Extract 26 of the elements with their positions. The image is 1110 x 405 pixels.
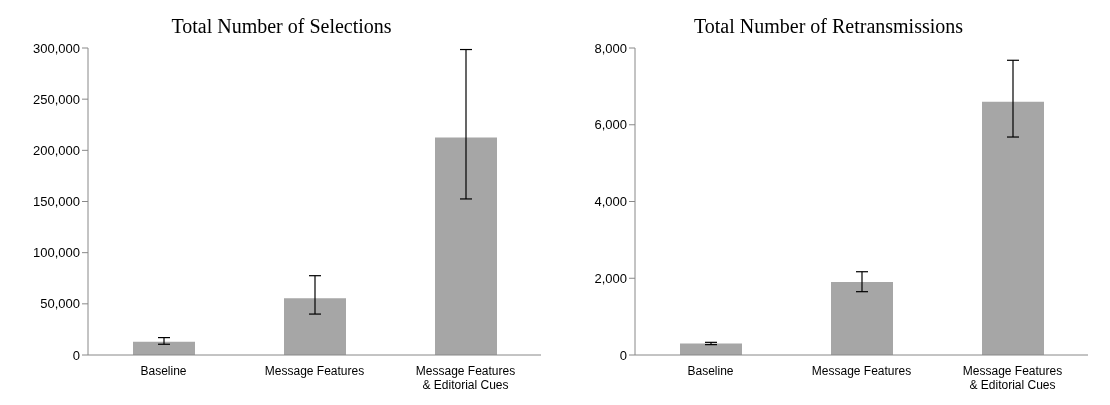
bar bbox=[680, 343, 742, 355]
bar bbox=[435, 137, 497, 355]
y-tick-label: 200,000 bbox=[33, 142, 80, 158]
x-tick-label: Message Features & Editorial Cues bbox=[962, 364, 1063, 392]
x-tick-label: Baseline bbox=[687, 364, 734, 378]
x-tick-label: Message Features & Editorial Cues bbox=[415, 364, 516, 392]
bar bbox=[831, 282, 893, 355]
bar bbox=[982, 101, 1044, 355]
y-tick-label: 100,000 bbox=[33, 245, 80, 261]
y-tick-label: 2,000 bbox=[594, 270, 627, 286]
x-tick-label: Baseline bbox=[140, 364, 187, 378]
chart-title: Total Number of Retransmissions bbox=[692, 14, 965, 39]
y-tick-label: 250,000 bbox=[33, 91, 80, 107]
y-tick-label: 4,000 bbox=[594, 194, 627, 210]
x-tick-label: Message Features bbox=[811, 364, 912, 378]
bar bbox=[133, 341, 195, 355]
y-tick-label: 300,000 bbox=[33, 40, 80, 56]
y-tick-label: 0 bbox=[619, 347, 627, 363]
y-tick-label: 6,000 bbox=[594, 117, 627, 133]
bar bbox=[284, 298, 346, 355]
y-tick-label: 150,000 bbox=[33, 194, 80, 210]
x-tick-label: Message Features bbox=[264, 364, 365, 378]
y-tick-label: 8,000 bbox=[594, 40, 627, 56]
y-tick-label: 50,000 bbox=[40, 296, 80, 312]
y-tick-label: 0 bbox=[72, 347, 80, 363]
chart-title: Total Number of Selections bbox=[170, 14, 393, 39]
